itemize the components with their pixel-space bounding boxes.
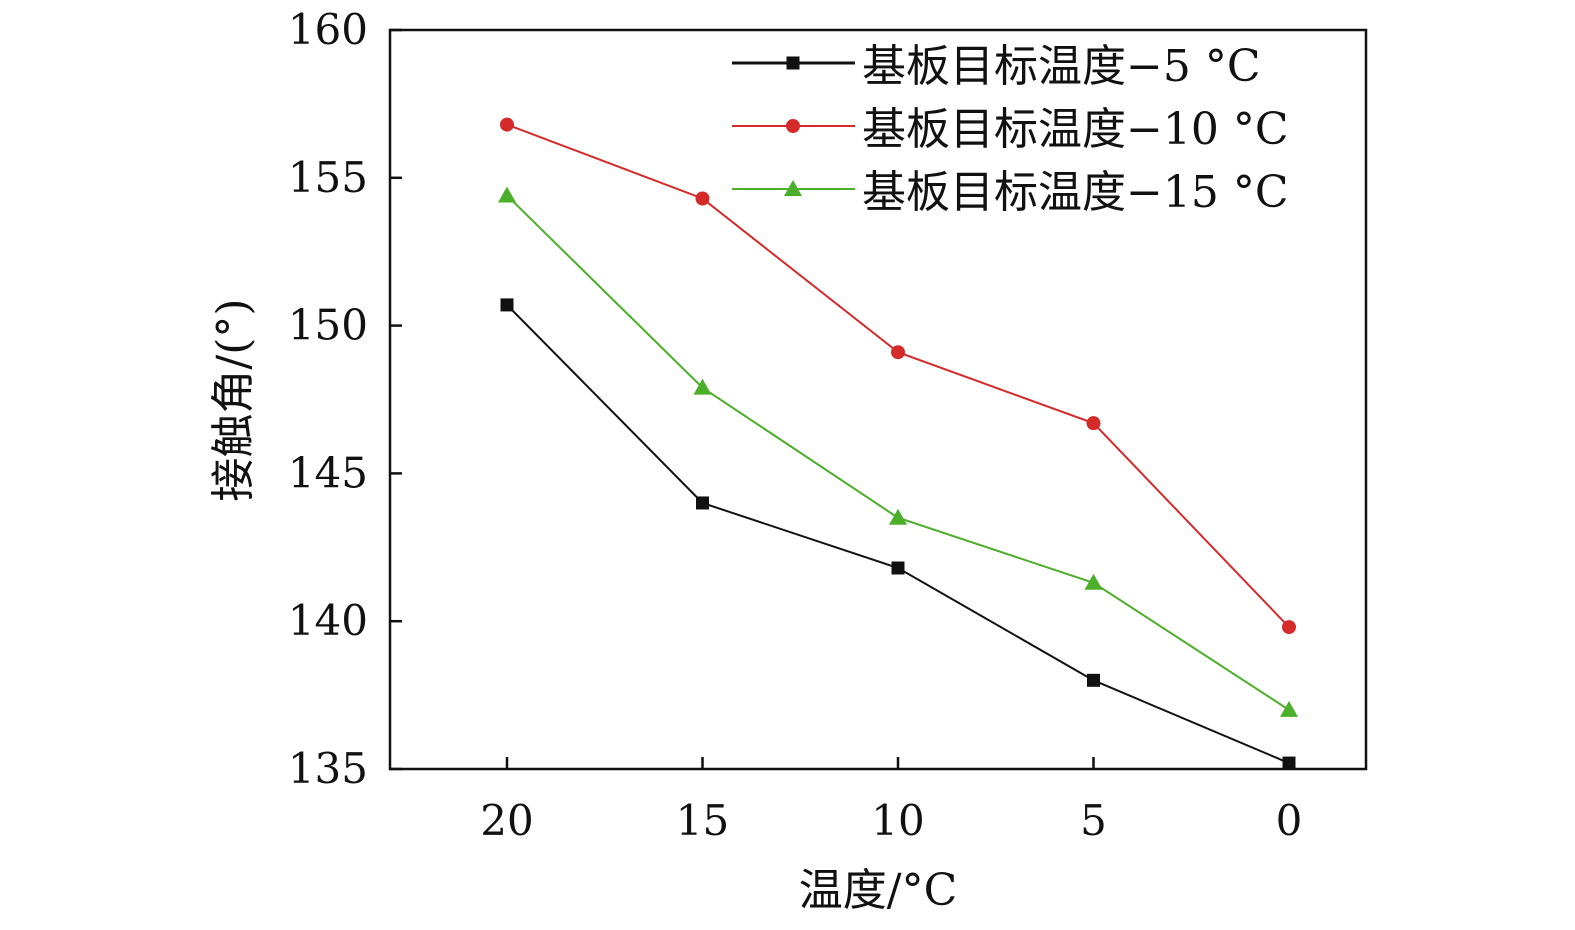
plot-frame (388, 28, 1368, 771)
y-tick-label: 150 (288, 301, 368, 350)
data-point (498, 186, 516, 203)
x-tick-label: 5 (1080, 796, 1107, 845)
x-tick-label: 15 (676, 796, 729, 845)
y-tick-label: 145 (288, 448, 368, 497)
data-point (889, 508, 907, 525)
data-point (891, 345, 905, 360)
legend-label: 基板目标温度−10 °C (862, 104, 1289, 155)
x-tick-label: 0 (1276, 796, 1303, 845)
data-point (500, 117, 514, 132)
legend-item: 基板目标温度−5 °C (732, 41, 1261, 92)
data-point (1282, 756, 1296, 770)
y-tick-label: 140 (288, 596, 368, 645)
y-tick-label: 160 (288, 5, 368, 54)
y-tick-label: 135 (288, 744, 368, 793)
legend-marker (786, 119, 800, 133)
legend-label: 基板目标温度−5 °C (862, 41, 1261, 92)
data-point (693, 378, 712, 395)
data-point (891, 561, 905, 575)
data-point (1087, 673, 1100, 687)
data-point (696, 496, 709, 510)
legend-marker (784, 180, 802, 196)
x-tick-label: 20 (480, 796, 533, 845)
y-axis-label: 接触角/(°) (208, 298, 259, 501)
legend-item: 基板目标温度−15 °C (732, 167, 1289, 218)
y-tick-label: 155 (288, 153, 368, 202)
legend-label: 基板目标温度−15 °C (862, 167, 1289, 218)
x-tick-label: 10 (871, 796, 924, 845)
series-line (506, 194, 1290, 711)
legend-marker (786, 56, 800, 70)
legend-item: 基板目标温度−10 °C (732, 104, 1289, 155)
x-axis-label: 温度/°C (799, 865, 958, 916)
series-line (506, 304, 1290, 765)
data-point (1086, 416, 1101, 431)
series-1 (500, 298, 1296, 770)
data-point (1084, 573, 1103, 590)
data-point (500, 298, 514, 312)
data-point (1282, 620, 1296, 635)
data-point (1280, 700, 1298, 717)
series-2 (500, 117, 1296, 635)
data-point (695, 191, 710, 206)
series-3 (498, 186, 1298, 717)
